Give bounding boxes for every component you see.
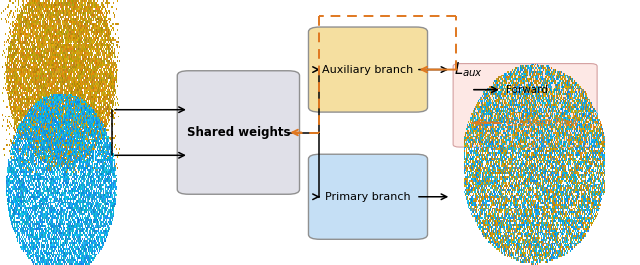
FancyBboxPatch shape (308, 27, 428, 112)
FancyBboxPatch shape (453, 64, 597, 147)
FancyBboxPatch shape (177, 71, 300, 194)
Text: Shared weights: Shared weights (187, 126, 290, 139)
Text: Auxiliary branch: Auxiliary branch (323, 65, 413, 74)
Text: Forward: Forward (506, 85, 548, 95)
Text: Gradient Flow: Gradient Flow (506, 118, 579, 127)
FancyBboxPatch shape (308, 154, 428, 239)
Text: $L_{aux}$: $L_{aux}$ (454, 60, 483, 79)
Text: Primary branch: Primary branch (325, 192, 411, 202)
